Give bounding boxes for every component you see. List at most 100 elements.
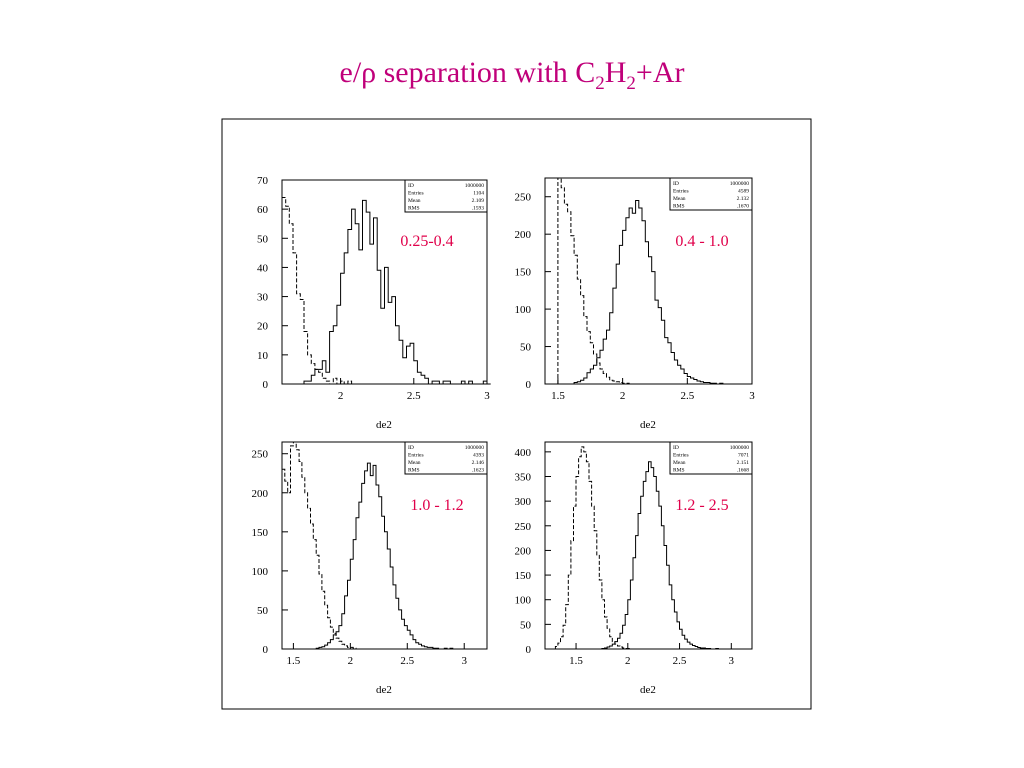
y-tick-label: 250 xyxy=(515,192,532,204)
histogram-panel: 0 50 100 150 200 250 1.5 2 2.5 3 de2 0.4 - 1.0 ID 100… xyxy=(515,177,755,431)
y-tick-label: 50 xyxy=(520,342,532,354)
y-tick-label: 150 xyxy=(515,267,532,279)
stats-value: 1000000 xyxy=(465,183,485,189)
stats-key: ID xyxy=(673,445,679,451)
y-tick-label: 50 xyxy=(257,605,269,617)
dashed-histogram-series xyxy=(557,177,639,385)
y-tick-label: 10 xyxy=(257,350,269,362)
x-tick-label: 1.5 xyxy=(287,655,301,667)
stats-key: ID xyxy=(673,181,679,187)
figure-frame xyxy=(221,118,812,710)
plot-frame xyxy=(544,441,753,650)
x-tick-label: 3 xyxy=(461,655,467,667)
stats-key: Mean xyxy=(673,196,686,202)
stats-value: 1000000 xyxy=(730,445,750,451)
stats-key: Entries xyxy=(408,191,424,197)
y-tick-label: 250 xyxy=(252,449,269,461)
stats-value: 2.109 xyxy=(472,198,485,204)
y-tick-label: 200 xyxy=(252,488,269,500)
histogram-panel: 0 50 100 150 200 250 300 350 400 1.5 2 2.5 3 de2 1.2 -… xyxy=(515,441,753,696)
y-tick-label: 50 xyxy=(257,233,269,245)
stats-value: .1668 xyxy=(737,468,750,474)
stats-value: .1623 xyxy=(472,468,485,474)
x-axis-label: de2 xyxy=(640,419,656,431)
solid-histogram-series xyxy=(601,461,721,650)
y-tick-label: 100 xyxy=(515,595,532,607)
x-tick-label: 2.5 xyxy=(673,655,687,667)
stats-box xyxy=(669,441,753,475)
momentum-range-label: 1.0 - 1.2 xyxy=(410,497,463,514)
x-tick-label: 1.5 xyxy=(569,655,583,667)
momentum-range-label: 0.4 - 1.0 xyxy=(675,233,728,250)
y-tick-label: 200 xyxy=(515,545,532,557)
stats-value: 2.151 xyxy=(737,460,750,466)
plot-frame xyxy=(544,177,753,385)
y-tick-label: 350 xyxy=(515,472,532,484)
stats-key: RMS xyxy=(408,468,420,474)
x-tick-label: 1.5 xyxy=(551,390,565,402)
dashed-histogram-series xyxy=(281,441,368,650)
y-tick-label: 150 xyxy=(515,570,532,582)
x-tick-label: 2.5 xyxy=(680,390,694,402)
stats-value: 2.146 xyxy=(472,460,485,466)
stats-key: RMS xyxy=(673,204,685,210)
stats-key: Entries xyxy=(408,453,424,459)
stats-value: 1000000 xyxy=(730,181,750,187)
stats-box xyxy=(404,179,488,213)
histogram-panel: 0 10 20 30 40 50 60 70 2 2.5 3 de2 0.25-0.4 ID 1000000… xyxy=(257,175,491,431)
momentum-range-label: 1.2 - 2.5 xyxy=(675,497,728,514)
stats-value: 1000000 xyxy=(465,445,485,451)
y-tick-label: 70 xyxy=(257,175,269,187)
stats-key: Entries xyxy=(673,189,689,195)
stats-box xyxy=(669,177,753,211)
page-title: e/ρ separation with C2H2+Ar xyxy=(339,56,685,94)
x-tick-label: 3 xyxy=(749,390,755,402)
momentum-range-label: 0.25-0.4 xyxy=(400,233,453,250)
solid-histogram-series xyxy=(570,200,733,385)
y-tick-label: 0 xyxy=(263,379,269,391)
y-tick-label: 300 xyxy=(515,496,532,508)
y-tick-label: 200 xyxy=(515,229,532,241)
stats-box xyxy=(404,441,488,475)
stats-key: Mean xyxy=(408,198,421,204)
stats-value: .1670 xyxy=(737,204,750,210)
x-tick-label: 3 xyxy=(484,390,490,402)
y-tick-label: 100 xyxy=(515,304,532,316)
x-tick-label: 2 xyxy=(338,390,344,402)
stats-key: Mean xyxy=(673,460,686,466)
x-tick-label: 3 xyxy=(729,655,735,667)
stats-value: 7071 xyxy=(738,453,749,459)
y-tick-label: 100 xyxy=(252,566,269,578)
y-tick-label: 50 xyxy=(520,619,532,631)
x-tick-label: 2 xyxy=(620,390,626,402)
stats-key: ID xyxy=(408,183,414,189)
stats-key: ID xyxy=(408,445,414,451)
solid-histogram-series xyxy=(315,462,459,650)
stats-key: Entries xyxy=(673,453,689,459)
dashed-histogram-series xyxy=(554,446,636,650)
stats-value: 2.132 xyxy=(737,196,750,202)
stats-key: RMS xyxy=(673,468,685,474)
x-axis-label: de2 xyxy=(376,684,392,696)
x-tick-label: 2.5 xyxy=(400,655,414,667)
y-tick-label: 20 xyxy=(257,321,269,333)
stats-value: 4589 xyxy=(738,189,749,195)
y-tick-label: 0 xyxy=(526,379,532,391)
histogram-panel: 0 50 100 150 200 250 1.5 2 2.5 3 de2 1.0 - 1.2 ID 100… xyxy=(252,441,488,696)
solid-histogram-series xyxy=(285,199,491,385)
y-tick-label: 60 xyxy=(257,204,269,216)
x-tick-label: 2 xyxy=(348,655,354,667)
x-tick-label: 2 xyxy=(625,655,631,667)
stats-value: 4393 xyxy=(473,453,484,459)
x-axis-label: de2 xyxy=(640,684,656,696)
stats-key: Mean xyxy=(408,460,421,466)
x-axis-label: de2 xyxy=(376,419,392,431)
stats-key: RMS xyxy=(408,206,420,212)
y-tick-label: 40 xyxy=(257,262,269,274)
y-tick-label: 0 xyxy=(263,644,269,656)
y-tick-label: 150 xyxy=(252,527,269,539)
y-tick-label: 0 xyxy=(526,644,532,656)
dashed-histogram-series xyxy=(281,197,378,385)
y-tick-label: 250 xyxy=(515,521,532,533)
